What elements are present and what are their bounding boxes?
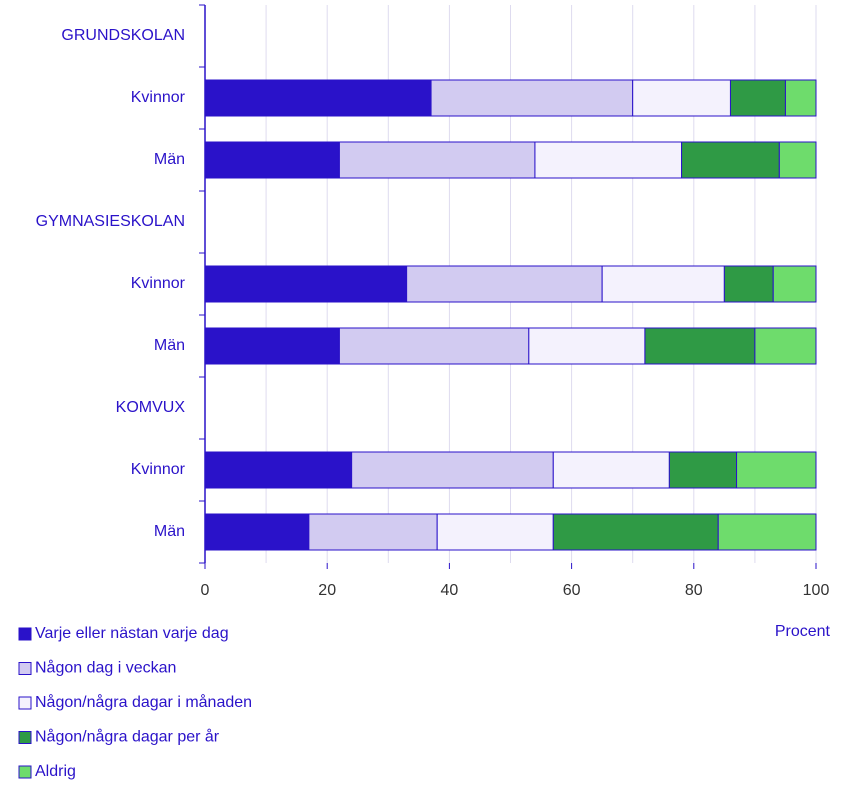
bar-segment bbox=[528, 327, 646, 365]
bar-segment bbox=[406, 265, 603, 303]
bar-segment bbox=[552, 451, 670, 489]
bar-segment bbox=[644, 327, 756, 365]
y-tick-label: Män bbox=[154, 337, 185, 354]
bar-segment bbox=[204, 513, 310, 551]
bar-segment bbox=[601, 265, 725, 303]
x-tick-label: 60 bbox=[563, 582, 581, 599]
x-tick-label: 80 bbox=[685, 582, 703, 599]
x-tick-label: 20 bbox=[318, 582, 336, 599]
legend-label: Någon/några dagar per år bbox=[35, 728, 220, 746]
bar-segment bbox=[632, 79, 731, 117]
bar-segment bbox=[436, 513, 554, 551]
y-tick-label: Kvinnor bbox=[131, 89, 186, 106]
bar-segment bbox=[668, 451, 738, 489]
bar-segment bbox=[338, 141, 536, 179]
bar-segment bbox=[778, 141, 817, 179]
x-tick-label: 0 bbox=[201, 582, 210, 599]
bar-segment bbox=[723, 265, 774, 303]
legend-label: Någon/några dagar i månaden bbox=[35, 693, 252, 711]
bar-segment bbox=[784, 79, 817, 117]
bar-segment bbox=[772, 265, 817, 303]
bar-segment bbox=[552, 513, 719, 551]
legend-swatch bbox=[18, 765, 32, 779]
bar-segment bbox=[729, 79, 786, 117]
legend-label: Varje eller nästan varje dag bbox=[35, 625, 229, 642]
bar-segment bbox=[754, 327, 817, 365]
y-tick-label: GYMNASIESKOLAN bbox=[36, 213, 185, 230]
y-tick-label: Män bbox=[154, 523, 185, 540]
y-tick-label: Kvinnor bbox=[131, 461, 186, 478]
bar-segment bbox=[736, 451, 817, 489]
y-tick-label: Män bbox=[154, 151, 185, 168]
legend-label: Aldrig bbox=[35, 763, 76, 780]
bar-segment bbox=[204, 141, 340, 179]
legend-swatch bbox=[18, 731, 32, 744]
legend-swatch bbox=[18, 696, 32, 710]
bar-segment bbox=[681, 141, 780, 179]
x-axis-label: Procent bbox=[775, 623, 831, 640]
bar-segment bbox=[204, 265, 408, 303]
y-tick-label: Kvinnor bbox=[131, 275, 186, 292]
bar-segment bbox=[534, 141, 683, 179]
bar-segment bbox=[204, 451, 353, 489]
bar-segment bbox=[204, 327, 340, 365]
x-tick-label: 40 bbox=[441, 582, 459, 599]
y-tick-label: GRUNDSKOLAN bbox=[61, 27, 185, 44]
bar-segment bbox=[338, 327, 530, 365]
bar-segment bbox=[351, 451, 554, 489]
legend-swatch bbox=[18, 627, 32, 641]
bar-segment bbox=[204, 79, 432, 117]
bar-segment bbox=[430, 79, 634, 117]
bar-segment bbox=[308, 513, 438, 551]
x-tick-label: 100 bbox=[803, 582, 830, 599]
bar-segment bbox=[717, 513, 817, 551]
y-tick-label: KOMVUX bbox=[116, 399, 186, 416]
legend-swatch bbox=[18, 662, 32, 675]
legend-label: Någon dag i veckan bbox=[35, 659, 176, 677]
